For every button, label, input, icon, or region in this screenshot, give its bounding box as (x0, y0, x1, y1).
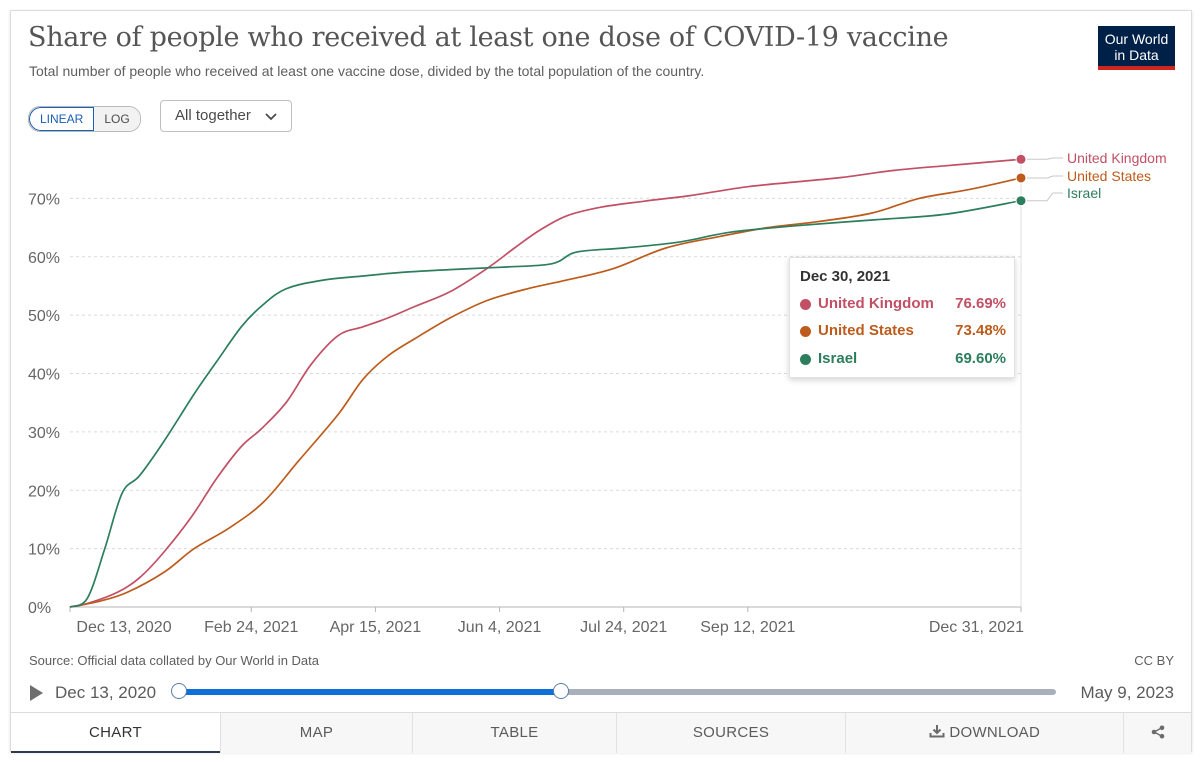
x-tick-label: Feb 24, 2021 (204, 619, 298, 636)
y-tick-label: 70% (28, 191, 60, 208)
tab-sources[interactable]: SOURCES (616, 713, 845, 753)
chart-card (10, 10, 1192, 752)
tooltip-dot (800, 326, 811, 337)
tab-share[interactable] (1123, 713, 1191, 753)
tab-download[interactable]: DOWNLOAD (845, 713, 1123, 753)
x-tick-label: Jul 24, 2021 (580, 619, 667, 636)
chart-series (69, 153, 1027, 608)
tooltip-row-united-kingdom: United Kingdom 76.69% (800, 295, 1006, 315)
tooltip-dot (800, 354, 811, 365)
tab-map[interactable]: MAP (220, 713, 412, 753)
y-tick-label: 0% (28, 600, 51, 617)
x-axis: Dec 13, 2020 Feb 24, 2021 Apr 15, 2021 Jun … (69, 150, 1024, 636)
line-label-united-states[interactable]: United States (1067, 168, 1151, 184)
line-label-israel[interactable]: Israel (1067, 185, 1101, 201)
tooltip-date: Dec 30, 2021 (800, 268, 891, 285)
y-tick-label: 20% (28, 483, 60, 500)
y-tick-label: 10% (28, 542, 60, 559)
timeline-track[interactable] (179, 689, 1056, 695)
tooltip-dot (800, 299, 811, 310)
logo-line-2: in Data (1114, 47, 1159, 63)
bottom-tab-bar: CHART MAP TABLE SOURCES DOWNLOAD (11, 712, 1191, 753)
y-tick-label: 40% (28, 367, 60, 384)
timeline-end-label: May 9, 2023 (1080, 683, 1174, 702)
dropdown-label: All together (175, 107, 251, 124)
tab-label: TABLE (490, 724, 539, 741)
play-icon[interactable] (30, 685, 43, 701)
x-tick-label: Jun 4, 2021 (458, 619, 542, 636)
tooltip-series-value: 69.60% (955, 350, 1006, 367)
label-connector (1027, 175, 1063, 179)
tooltip-series-value: 73.48% (955, 322, 1006, 339)
series-line-united-kingdom[interactable] (69, 158, 1022, 608)
chart-title: Share of people who received at least on… (28, 22, 949, 53)
label-connector (1027, 157, 1063, 160)
tab-table[interactable]: TABLE (412, 713, 616, 753)
log-scale-button[interactable]: LOG (94, 107, 140, 131)
tab-label: CHART (89, 724, 142, 741)
tooltip-series-name: Israel (818, 350, 858, 367)
x-tick-label: Dec 31, 2021 (929, 619, 1024, 636)
chart-subtitle: Total number of people who received at l… (29, 63, 705, 79)
y-tick-label: 50% (28, 308, 60, 325)
linear-scale-button[interactable]: LINEAR (29, 107, 95, 131)
line-chart: 0% 10% 20% 30% 40% 50% 60% 70% Dec 13, 2020 Feb … (28, 150, 1167, 636)
tooltip-series-value: 76.69% (955, 295, 1006, 312)
x-tick-label: Dec 13, 2020 (76, 619, 171, 636)
y-tick-label: 60% (28, 250, 60, 267)
series-endpoint-united-kingdom[interactable] (1015, 153, 1027, 165)
tooltip-series-name: United States (818, 322, 914, 339)
y-axis: 0% 10% 20% 30% 40% 50% 60% 70% (28, 191, 60, 617)
logo-line-1: Our World (1104, 31, 1169, 47)
tooltip-series-name: United Kingdom (818, 295, 934, 312)
owid-logo[interactable]: Our World in Data (1098, 26, 1175, 70)
timeline-start-handle[interactable] (171, 683, 187, 699)
tab-label: MAP (299, 724, 334, 741)
timeline-start-label: Dec 13, 2020 (55, 683, 157, 702)
scale-toggle: LINEAR LOG (28, 106, 141, 132)
share-icon (1151, 724, 1165, 741)
y-tick-label: 30% (28, 425, 60, 442)
series-line-united-states[interactable] (69, 177, 1022, 608)
tooltip-row-israel: Israel 69.60% (800, 350, 1006, 370)
timeline-selected-range (179, 689, 562, 695)
tab-label: SOURCES (692, 724, 770, 741)
tab-chart[interactable]: CHART (11, 713, 220, 753)
tooltip-row-united-states: United States 73.48% (800, 322, 1006, 342)
license-link[interactable]: CC BY (1134, 653, 1174, 668)
series-line-israel[interactable] (69, 199, 1022, 608)
facet-dropdown[interactable]: All together (160, 100, 292, 132)
hover-tooltip: Dec 30, 2021 United Kingdom 76.69% Unite… (789, 257, 1015, 378)
line-label-united-kingdom[interactable]: United Kingdom (1067, 150, 1167, 166)
source-note: Source: Official data collated by Our Wo… (29, 653, 319, 668)
chevron-down-icon (265, 101, 277, 131)
series-endpoint-israel[interactable] (1015, 195, 1027, 207)
timeline-end-handle[interactable] (553, 683, 570, 699)
tab-label: DOWNLOAD (949, 724, 1041, 741)
download-icon (929, 724, 945, 741)
series-endpoint-united-states[interactable] (1015, 172, 1027, 184)
x-tick-label: Apr 15, 2021 (330, 619, 422, 636)
label-connector (1027, 192, 1063, 202)
x-tick-label: Sep 12, 2021 (700, 619, 795, 636)
